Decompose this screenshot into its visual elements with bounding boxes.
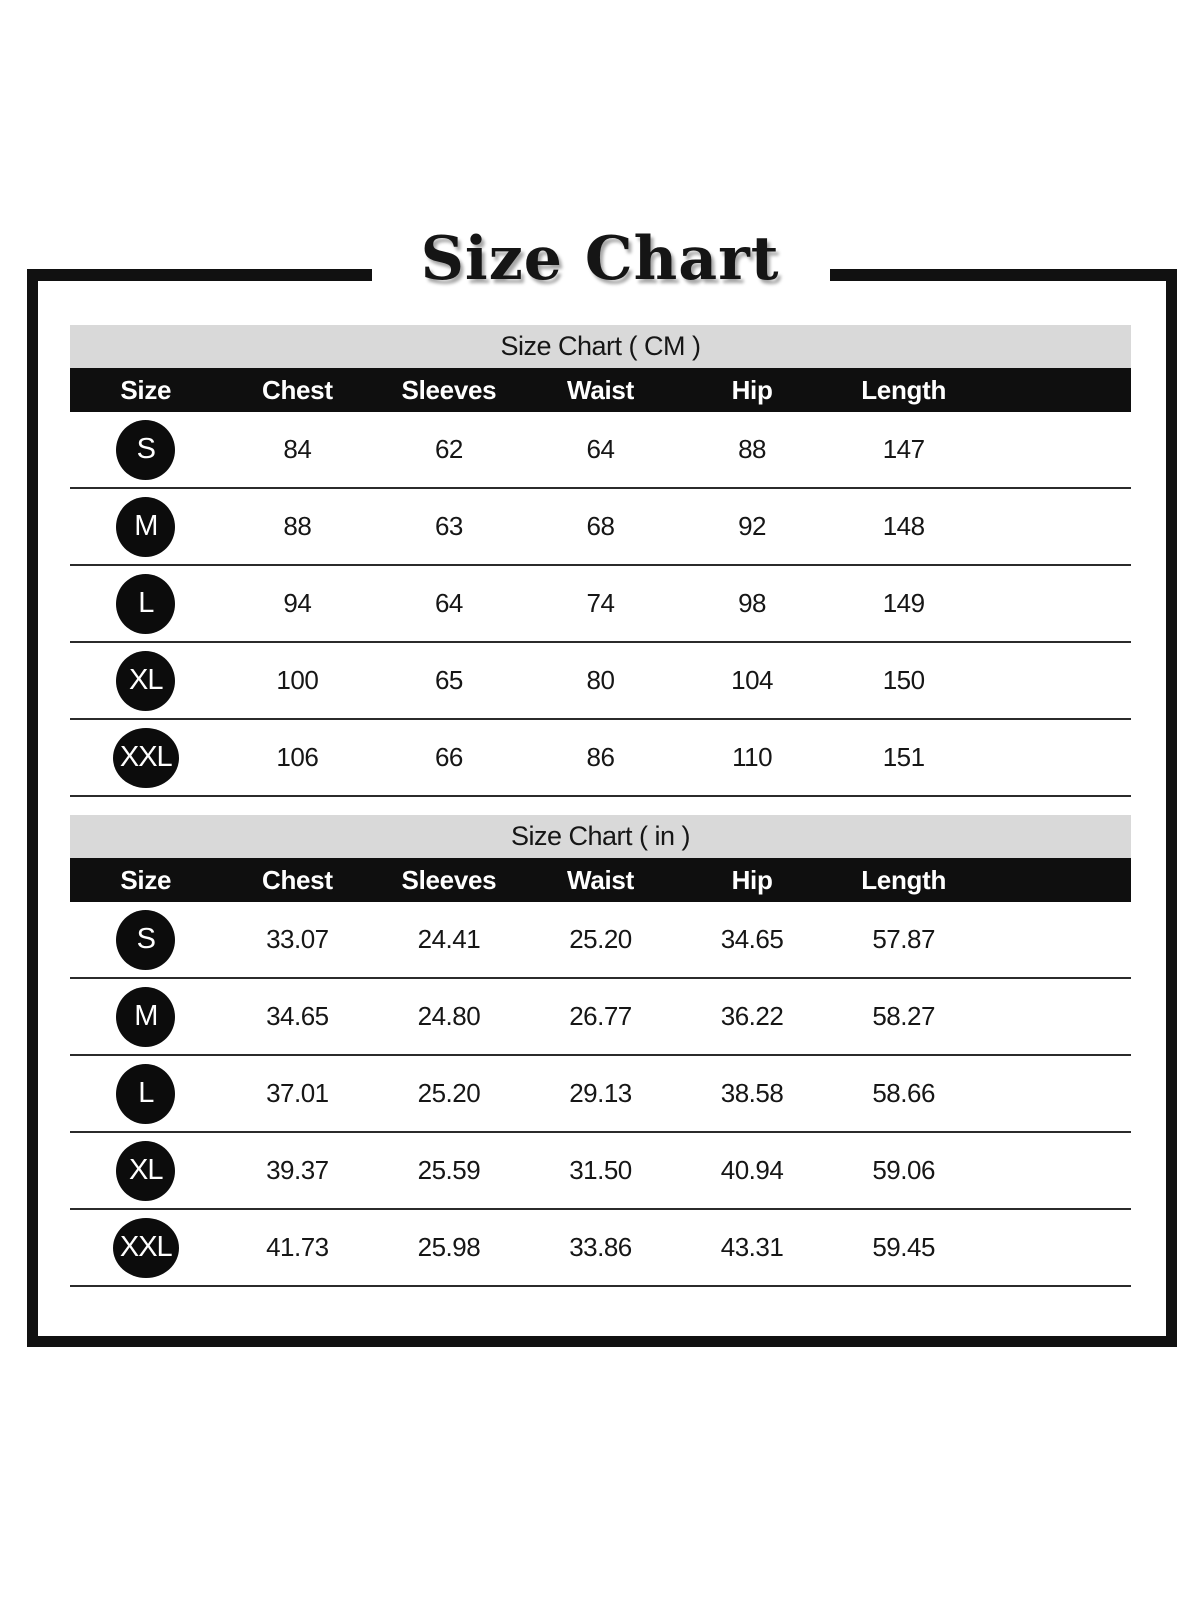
cell-waist: 31.50 — [569, 1155, 632, 1185]
cell-waist: 33.86 — [569, 1232, 632, 1262]
cell-hip: 40.94 — [720, 1155, 784, 1185]
table-row: S 84 62 64 88 147 — [70, 412, 1131, 489]
column-header-chest: Chest — [261, 864, 333, 895]
size-badge: XL — [116, 650, 176, 711]
cell-chest: 39.37 — [266, 1155, 329, 1185]
cell-chest: 33.07 — [266, 924, 329, 954]
table-caption-in: Size Chart ( in ) — [70, 815, 1131, 858]
table-row: S 33.07 24.41 25.20 34.65 57.87 — [70, 902, 1131, 979]
cell-hip: 98 — [738, 588, 767, 618]
size-badge: L — [116, 573, 176, 634]
cell-chest: 88 — [283, 511, 312, 541]
column-header-sleeves: Sleeves — [401, 374, 497, 405]
frame-border-left — [27, 269, 38, 1347]
column-header-length: Length — [861, 864, 947, 895]
column-header-sleeves: Sleeves — [401, 864, 497, 895]
cell-length: 150 — [882, 665, 925, 695]
table-row: L 94 64 74 98 149 — [70, 566, 1131, 643]
size-table-in: Size Chart ( in ) Size Chest Sleeves Wai… — [70, 815, 1131, 1287]
column-header-length: Length — [861, 374, 947, 405]
cell-hip: 92 — [738, 511, 767, 541]
table-row: XXL 41.73 25.98 33.86 43.31 59.45 — [70, 1210, 1131, 1287]
cell-sleeves: 63 — [434, 511, 463, 541]
cell-chest: 37.01 — [266, 1078, 329, 1108]
column-header-chest: Chest — [261, 374, 333, 405]
cell-sleeves: 24.41 — [417, 924, 481, 954]
size-badge: S — [116, 419, 176, 480]
cell-sleeves: 25.59 — [417, 1155, 481, 1185]
table-row: XL 39.37 25.59 31.50 40.94 59.06 — [70, 1133, 1131, 1210]
size-badge: XL — [116, 1140, 176, 1201]
cell-waist: 64 — [586, 434, 615, 464]
cell-hip: 110 — [732, 742, 773, 772]
size-badge: M — [116, 496, 176, 557]
size-badge: M — [116, 986, 176, 1047]
size-badge: XXL — [112, 727, 179, 788]
table-row: M 34.65 24.80 26.77 36.22 58.27 — [70, 979, 1131, 1056]
cell-sleeves: 64 — [434, 588, 463, 618]
cell-length: 147 — [882, 434, 925, 464]
cell-length: 59.06 — [872, 1155, 935, 1185]
size-badge: L — [116, 1063, 176, 1124]
frame-border-bottom — [27, 1336, 1177, 1347]
cell-waist: 80 — [586, 665, 615, 695]
cell-sleeves: 66 — [434, 742, 463, 772]
cell-chest: 94 — [283, 588, 312, 618]
table-header-row: Size Chest Sleeves Waist Hip Length — [70, 368, 1131, 412]
frame-border-right — [1166, 269, 1177, 1347]
cell-sleeves: 65 — [434, 665, 463, 695]
cell-chest: 84 — [283, 434, 312, 464]
cell-waist: 29.13 — [569, 1078, 632, 1108]
table-row: XL 100 65 80 104 150 — [70, 643, 1131, 720]
table-row: M 88 63 68 92 148 — [70, 489, 1131, 566]
cell-length: 59.45 — [872, 1232, 935, 1262]
column-header-size: Size — [120, 374, 172, 405]
cell-waist: 86 — [586, 742, 615, 772]
cell-chest: 41.73 — [266, 1232, 329, 1262]
cell-hip: 43.31 — [720, 1232, 784, 1262]
cell-hip: 36.22 — [720, 1001, 784, 1031]
page-title: Size Chart — [420, 224, 780, 294]
column-header-size: Size — [120, 864, 172, 895]
table-caption-cm: Size Chart ( CM ) — [70, 325, 1131, 368]
cell-waist: 74 — [586, 588, 615, 618]
cell-sleeves: 62 — [434, 434, 463, 464]
table-row: L 37.01 25.20 29.13 38.58 58.66 — [70, 1056, 1131, 1133]
size-badge: S — [116, 909, 176, 970]
cell-length: 58.66 — [872, 1078, 935, 1108]
cell-chest: 106 — [276, 742, 319, 772]
cell-sleeves: 25.98 — [417, 1232, 481, 1262]
cell-length: 151 — [882, 742, 925, 772]
frame-border-top-right — [830, 269, 1177, 281]
cell-hip: 34.65 — [720, 924, 784, 954]
column-header-hip: Hip — [731, 864, 773, 895]
cell-sleeves: 25.20 — [417, 1078, 481, 1108]
cell-hip: 88 — [738, 434, 767, 464]
column-header-hip: Hip — [731, 374, 773, 405]
cell-length: 149 — [882, 588, 925, 618]
cell-length: 148 — [882, 511, 925, 541]
size-table-cm: Size Chart ( CM ) Size Chest Sleeves Wai… — [70, 325, 1131, 797]
column-header-waist: Waist — [567, 864, 634, 895]
table-header-row: Size Chest Sleeves Waist Hip Length — [70, 858, 1131, 902]
cell-hip: 38.58 — [720, 1078, 784, 1108]
column-header-waist: Waist — [567, 374, 634, 405]
size-badge: XXL — [112, 1217, 179, 1278]
frame-border-top-left — [27, 269, 372, 281]
cell-waist: 68 — [586, 511, 615, 541]
cell-chest: 34.65 — [266, 1001, 329, 1031]
cell-length: 57.87 — [872, 924, 935, 954]
cell-hip: 104 — [731, 665, 773, 695]
cell-waist: 26.77 — [569, 1001, 632, 1031]
table-row: XXL 106 66 86 110 151 — [70, 720, 1131, 797]
cell-waist: 25.20 — [569, 924, 632, 954]
cell-length: 58.27 — [872, 1001, 935, 1031]
cell-chest: 100 — [276, 665, 319, 695]
cell-sleeves: 24.80 — [417, 1001, 481, 1031]
